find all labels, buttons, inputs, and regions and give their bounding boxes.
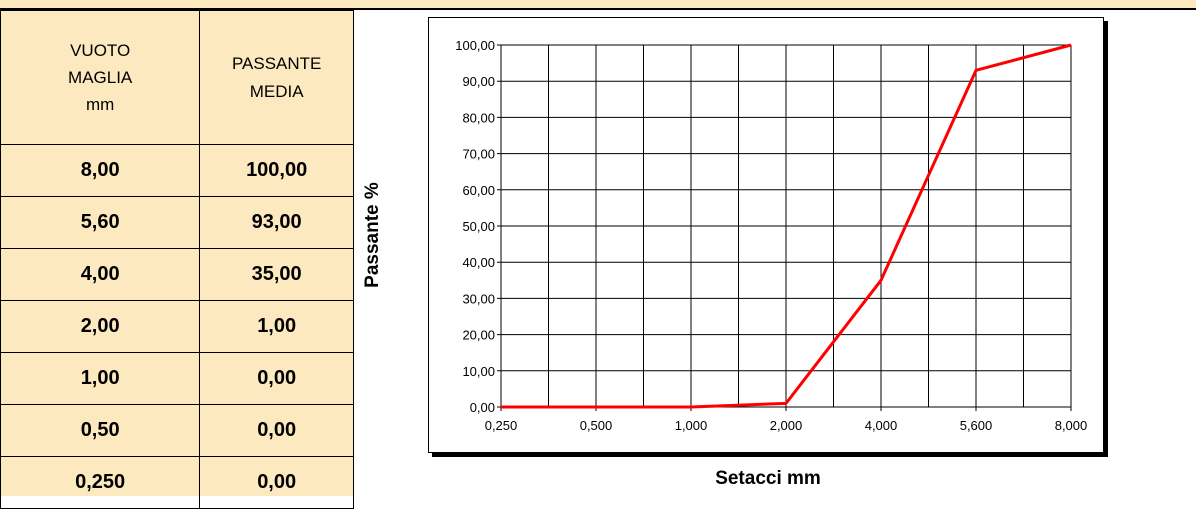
y-tick-label: 0,00 bbox=[470, 400, 495, 415]
sieve-table: VUOTO MAGLIA mm PASSANTE MEDIA 8,00 100,… bbox=[0, 10, 354, 509]
x-axis-title: Setacci mm bbox=[715, 468, 821, 489]
x-tick-label: 0,250 bbox=[485, 418, 518, 433]
cell-passante: 0,00 bbox=[199, 404, 354, 457]
data-point bbox=[500, 406, 502, 408]
cell-maglia: 0,250 bbox=[0, 456, 201, 509]
data-point bbox=[880, 279, 882, 281]
data-point bbox=[785, 402, 787, 404]
y-tick-label: 10,00 bbox=[462, 364, 495, 379]
cell-passante: 1,00 bbox=[199, 300, 354, 353]
y-tick-label: 60,00 bbox=[462, 183, 495, 198]
y-tick-label: 50,00 bbox=[462, 219, 495, 234]
data-table: VUOTO MAGLIA mm PASSANTE MEDIA 8,00 100,… bbox=[0, 10, 354, 509]
y-tick-label: 100,00 bbox=[455, 38, 495, 53]
table-row: 4,00 35,00 bbox=[0, 248, 354, 301]
cell-maglia: 5,60 bbox=[0, 196, 201, 249]
header-passante-media: PASSANTE MEDIA bbox=[199, 10, 354, 145]
table-row: 8,00 100,00 bbox=[0, 144, 354, 197]
cell-maglia: 4,00 bbox=[0, 248, 201, 301]
cell-passante: 93,00 bbox=[199, 196, 354, 249]
cell-passante: 100,00 bbox=[199, 144, 354, 197]
header-col1-line1: VUOTO bbox=[70, 40, 131, 60]
x-tick-label: 4,000 bbox=[865, 418, 898, 433]
y-axis-title: Passante % bbox=[362, 182, 383, 288]
header-col2-line1: PASSANTE bbox=[231, 54, 322, 74]
table-row: 0,250 0,00 bbox=[0, 456, 354, 509]
x-tick-label: 8,000 bbox=[1055, 418, 1088, 433]
cell-maglia: 0,50 bbox=[0, 404, 201, 457]
table-row: 5,60 93,00 bbox=[0, 196, 354, 249]
cell-passante: 35,00 bbox=[199, 248, 354, 301]
header-col1-line2: MAGLIA bbox=[68, 67, 133, 87]
top-band bbox=[0, 0, 1196, 10]
y-axis-title-text: Passante % bbox=[362, 182, 383, 288]
data-point bbox=[975, 69, 977, 71]
chart-frame: 0,00 10,00 20,00 30,00 40,00 50,00 60,00 70,00 8… bbox=[428, 17, 1104, 453]
data-point bbox=[595, 406, 597, 408]
y-tick-label: 40,00 bbox=[462, 255, 495, 270]
cell-maglia: 2,00 bbox=[0, 300, 201, 353]
data-point bbox=[1070, 44, 1072, 46]
header-col1-line3: mm bbox=[85, 95, 115, 115]
y-tick-label: 30,00 bbox=[462, 291, 495, 306]
chart-svg: 0,00 10,00 20,00 30,00 40,00 50,00 60,00 70,00 8… bbox=[455, 38, 1088, 433]
header-col2-line2: MEDIA bbox=[249, 81, 304, 101]
table-header-row: VUOTO MAGLIA mm PASSANTE MEDIA bbox=[0, 10, 354, 145]
y-tick-label: 90,00 bbox=[462, 74, 495, 89]
cell-passante: 0,00 bbox=[199, 456, 354, 509]
y-tick-label: 20,00 bbox=[462, 328, 495, 343]
table-row: 1,00 0,00 bbox=[0, 352, 354, 405]
x-tick-label: 5,600 bbox=[960, 418, 993, 433]
table-row: 2,00 1,00 bbox=[0, 300, 354, 353]
y-tick-label: 70,00 bbox=[462, 147, 495, 162]
x-tick-label: 0,500 bbox=[580, 418, 613, 433]
cell-passante: 0,00 bbox=[199, 352, 354, 405]
x-tick-label: 2,000 bbox=[770, 418, 803, 433]
y-tick-label: 80,00 bbox=[462, 110, 495, 125]
header-vuoto-maglia: VUOTO MAGLIA mm bbox=[0, 10, 201, 145]
x-tick-label: 1,000 bbox=[675, 418, 708, 433]
table-row: 0,50 0,00 bbox=[0, 404, 354, 457]
data-point bbox=[690, 406, 692, 408]
cell-maglia: 8,00 bbox=[0, 144, 201, 197]
cell-maglia: 1,00 bbox=[0, 352, 201, 405]
